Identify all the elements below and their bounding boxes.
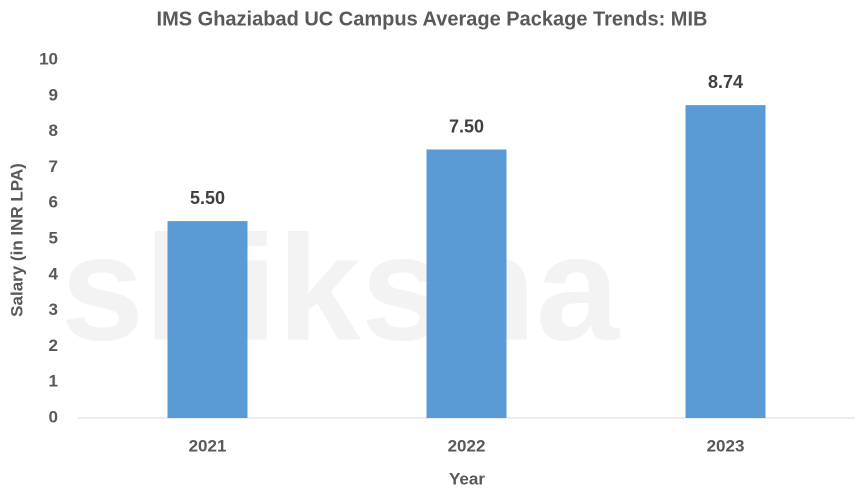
y-tick-label: 7 bbox=[49, 157, 58, 176]
y-axis-label: Salary (in INR LPA) bbox=[7, 163, 26, 317]
x-tick-label: 2021 bbox=[189, 436, 227, 455]
watermark: shiksha bbox=[61, 204, 621, 372]
x-tick-label: 2023 bbox=[707, 436, 745, 455]
x-tick-label: 2022 bbox=[448, 436, 486, 455]
data-label: 5.50 bbox=[190, 188, 225, 208]
chart-title: IMS Ghaziabad UC Campus Average Package … bbox=[157, 8, 708, 30]
data-label: 7.50 bbox=[449, 116, 484, 136]
bar bbox=[167, 221, 248, 418]
y-tick-label: 9 bbox=[49, 85, 58, 104]
y-tick-label: 10 bbox=[39, 49, 58, 68]
x-axis-label: Year bbox=[449, 469, 485, 488]
y-tick-label: 6 bbox=[49, 193, 58, 212]
bar bbox=[426, 149, 507, 418]
y-tick-label: 3 bbox=[49, 300, 58, 319]
y-tick-label: 2 bbox=[49, 336, 58, 355]
bar bbox=[685, 105, 766, 418]
y-tick-label: 0 bbox=[49, 407, 58, 426]
y-tick-label: 8 bbox=[49, 121, 58, 140]
y-tick-label: 5 bbox=[49, 228, 58, 247]
data-label: 8.74 bbox=[708, 72, 743, 92]
y-tick-label: 4 bbox=[49, 264, 59, 283]
y-tick-label: 1 bbox=[49, 372, 58, 391]
